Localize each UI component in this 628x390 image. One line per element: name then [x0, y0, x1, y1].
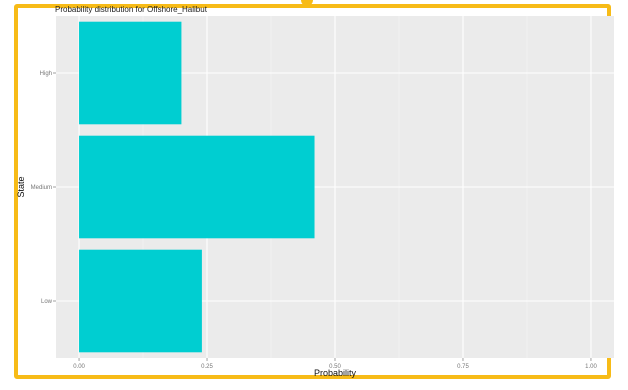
x-tick-label: 0.00	[73, 364, 85, 370]
x-tick-label: 0.50	[329, 364, 341, 370]
frame-notch	[301, 0, 313, 6]
y-tick-label: High	[40, 71, 52, 77]
x-axis-title: Probability	[314, 368, 357, 378]
x-tick-label: 0.75	[457, 364, 469, 370]
x-tick-label: 1.00	[585, 364, 597, 370]
x-tick-label: 0.25	[201, 364, 213, 370]
chart-title: Probability distribution for Offshore_Ha…	[55, 5, 207, 14]
bar-low	[79, 249, 202, 353]
bar-medium	[79, 135, 315, 239]
bar-high	[79, 21, 182, 125]
y-tick-label: Low	[41, 299, 53, 305]
y-axis-title: State	[16, 176, 26, 197]
y-tick-label: Medium	[31, 185, 52, 191]
